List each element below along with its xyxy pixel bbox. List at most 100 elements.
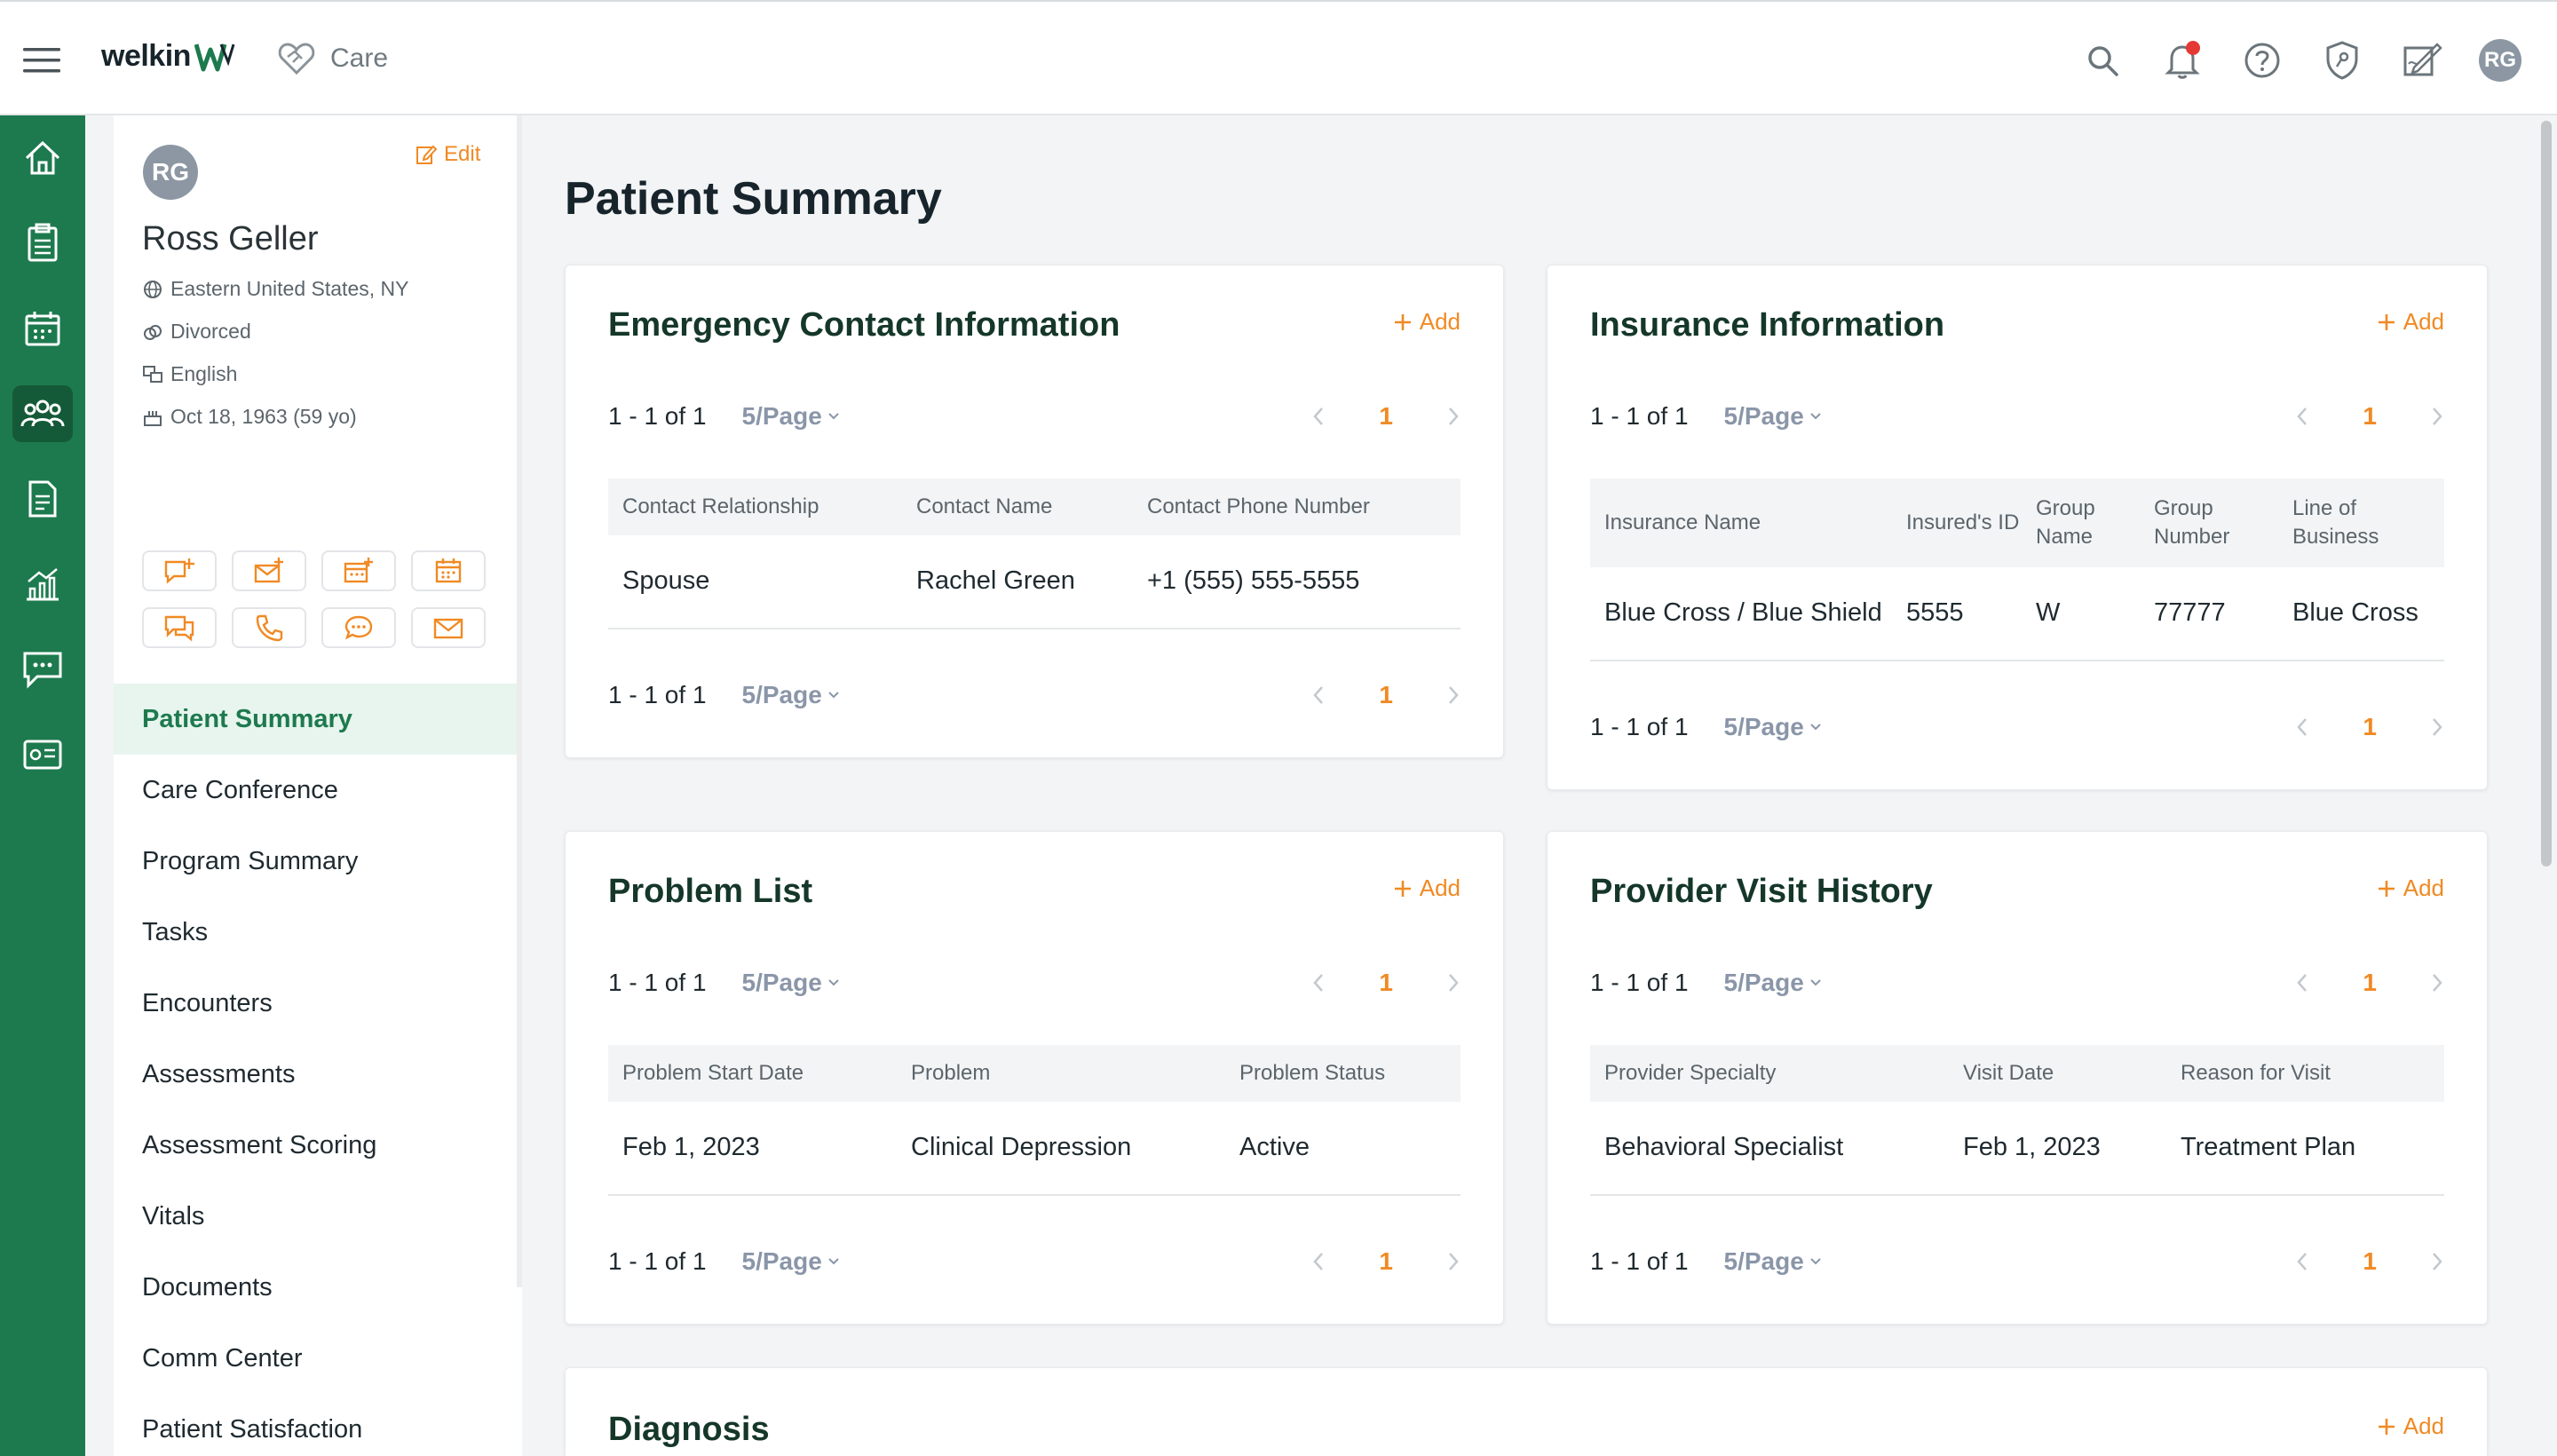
add-message-button[interactable] — [232, 550, 306, 591]
chevron-left-icon[interactable] — [1311, 1251, 1326, 1272]
pagination-range: 1 - 1 of 1 — [1590, 402, 1689, 430]
diagnosis-card: Diagnosis Add — [565, 1367, 2488, 1456]
chevron-right-icon[interactable] — [2430, 406, 2444, 427]
chevron-left-icon[interactable] — [2295, 1251, 2309, 1272]
care-handshake-icon — [278, 43, 315, 75]
add-comment-icon — [164, 558, 194, 584]
per-page-select[interactable]: 5/Page — [742, 402, 840, 431]
conversation-button[interactable] — [142, 607, 217, 648]
table-row[interactable]: Feb 1, 2023 Clinical Depression Active — [608, 1102, 1461, 1196]
nav-encounters[interactable]: Encounters — [142, 988, 273, 1017]
nav-program-summary[interactable]: Program Summary — [142, 846, 359, 875]
id-card-icon[interactable] — [12, 726, 73, 783]
brand-logo[interactable]: welkin — [101, 39, 235, 74]
documents-icon[interactable] — [12, 471, 73, 527]
header-cell: Reason for Visit — [2181, 1060, 2331, 1085]
add-visit-button[interactable]: Add — [2377, 874, 2444, 902]
provider-visit-card: Provider Visit History Add 1 - 1 of 1 5/… — [1547, 831, 2488, 1325]
per-page-select[interactable]: 5/Page — [1724, 1247, 1822, 1276]
plus-icon — [1394, 880, 1411, 897]
patient-name: Ross Geller — [142, 220, 319, 257]
add-insurance-button[interactable]: Add — [2377, 308, 2444, 336]
home-icon[interactable] — [12, 130, 73, 186]
add-note-button[interactable] — [142, 550, 217, 591]
add-emergency-contact-button[interactable]: Add — [1393, 308, 1461, 336]
table-row[interactable]: Behavioral Specialist Feb 1, 2023 Treatm… — [1590, 1102, 2444, 1196]
patients-icon[interactable] — [12, 385, 73, 442]
add-diagnosis-button[interactable]: Add — [2377, 1412, 2444, 1440]
chevron-left-icon[interactable] — [2295, 716, 2309, 738]
menu-icon[interactable] — [23, 46, 62, 75]
current-page[interactable]: 1 — [2363, 969, 2377, 996]
chat-icon[interactable] — [12, 641, 73, 698]
chevron-left-icon[interactable] — [2295, 972, 2309, 993]
chevron-down-icon — [828, 1258, 839, 1265]
chevron-left-icon[interactable] — [1311, 972, 1326, 993]
page-scrollbar[interactable] — [2541, 121, 2552, 866]
nav-patient-satisfaction[interactable]: Patient Satisfaction — [142, 1414, 363, 1444]
header-cell: Insurance Name — [1604, 510, 1761, 534]
header-cell: Group Number — [2154, 495, 2230, 549]
nav-care-conference[interactable]: Care Conference — [142, 775, 338, 804]
add-event-button[interactable] — [321, 550, 396, 591]
chevron-left-icon[interactable] — [1311, 684, 1326, 706]
nav-comm-center[interactable]: Comm Center — [142, 1343, 303, 1373]
per-page-select[interactable]: 5/Page — [742, 681, 840, 709]
per-page-select[interactable]: 5/Page — [1724, 713, 1822, 741]
email-button[interactable] — [411, 607, 486, 648]
current-page[interactable]: 1 — [1379, 681, 1393, 708]
chevron-right-icon[interactable] — [2430, 1251, 2444, 1272]
table-row[interactable]: Spouse Rachel Green +1 (555) 555-5555 — [608, 535, 1461, 629]
current-page[interactable]: 1 — [2363, 1247, 2377, 1275]
chevron-left-icon[interactable] — [2295, 406, 2309, 427]
current-page[interactable]: 1 — [1379, 969, 1393, 996]
table-row[interactable]: Blue Cross / Blue Shield 5555 W 77777 Bl… — [1590, 567, 2444, 661]
header-cell: Line of Business — [2292, 495, 2379, 549]
chevron-right-icon[interactable] — [2430, 716, 2444, 738]
current-page[interactable]: 1 — [2363, 402, 2377, 430]
per-page-select[interactable]: 5/Page — [1724, 969, 1822, 997]
shield-icon[interactable] — [2319, 37, 2365, 83]
nav-assessments[interactable]: Assessments — [142, 1059, 296, 1088]
chevron-right-icon[interactable] — [1446, 1251, 1461, 1272]
nav-tasks[interactable]: Tasks — [142, 917, 209, 946]
table-cell: Rachel Green — [916, 566, 1075, 596]
patient-dob: Oct 18, 1963 (59 yo) — [142, 405, 357, 429]
add-label: Add — [1419, 308, 1461, 335]
current-page[interactable]: 1 — [1379, 1247, 1393, 1275]
per-page-select[interactable]: 5/Page — [742, 1247, 840, 1276]
chevron-right-icon[interactable] — [1446, 684, 1461, 706]
chevron-left-icon[interactable] — [1311, 406, 1326, 427]
bell-icon[interactable] — [2159, 37, 2205, 83]
header-cell: Problem Start Date — [622, 1060, 804, 1085]
nav-patient-summary[interactable]: Patient Summary — [114, 684, 517, 755]
chevron-right-icon[interactable] — [1446, 972, 1461, 993]
current-page[interactable]: 1 — [1379, 402, 1393, 430]
nav-assessment-scoring[interactable]: Assessment Scoring — [142, 1130, 377, 1159]
add-problem-button[interactable]: Add — [1393, 874, 1461, 902]
insurance-table: Insurance Name Insured's ID Group Name G… — [1590, 479, 2444, 661]
nav-vitals[interactable]: Vitals — [142, 1201, 205, 1230]
per-page-select[interactable]: 5/Page — [1724, 402, 1822, 431]
table-cell: Clinical Depression — [911, 1133, 1132, 1162]
current-page[interactable]: 1 — [2363, 713, 2377, 740]
per-page-select[interactable]: 5/Page — [742, 969, 840, 997]
analytics-icon[interactable] — [12, 556, 73, 613]
schedule-button[interactable] — [411, 550, 486, 591]
table-cell: +1 (555) 555-5555 — [1147, 566, 1360, 596]
chevron-right-icon[interactable] — [1446, 406, 1461, 427]
chevron-right-icon[interactable] — [2430, 972, 2444, 993]
clipboard-icon[interactable] — [12, 215, 73, 272]
call-button[interactable] — [232, 607, 306, 648]
search-icon[interactable] — [2079, 37, 2126, 83]
table-cell: Blue Cross — [2292, 598, 2418, 628]
user-avatar[interactable]: RG — [2479, 39, 2521, 82]
signature-icon[interactable] — [2399, 37, 2445, 83]
edit-patient-button[interactable]: Edit — [416, 142, 480, 167]
app-switcher[interactable]: Care — [277, 41, 388, 76]
help-icon[interactable] — [2239, 37, 2285, 83]
panel-divider[interactable] — [517, 115, 522, 1287]
nav-documents[interactable]: Documents — [142, 1272, 273, 1302]
calendar-icon[interactable] — [12, 300, 73, 357]
chat-button[interactable] — [321, 607, 396, 648]
